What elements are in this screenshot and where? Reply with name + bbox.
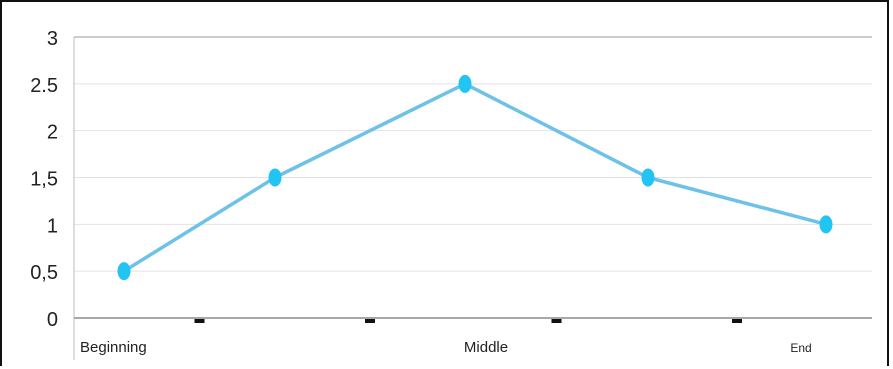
axes bbox=[73, 37, 872, 360]
y-tick-label-5: 2.5 bbox=[30, 75, 58, 97]
x-tick-label-2: End bbox=[790, 341, 811, 355]
x-tick-mark-3 bbox=[732, 319, 742, 323]
data-point-0 bbox=[117, 262, 131, 281]
y-tick-label-2: 1 bbox=[47, 215, 58, 237]
data-point-2 bbox=[458, 74, 472, 93]
x-tick-mark-1 bbox=[365, 319, 375, 323]
x-tick-label-1: Middle bbox=[464, 339, 508, 356]
y-tick-label-4: 2 bbox=[47, 122, 58, 144]
x-tick-label-0: Beginning bbox=[80, 339, 147, 356]
y-tick-label-6: 3 bbox=[47, 28, 58, 50]
y-tick-label-1: 0,5 bbox=[30, 262, 58, 284]
data-point-3 bbox=[641, 168, 655, 187]
data-point-4 bbox=[819, 215, 833, 234]
y-tick-labels: 0 0,5 1 1,5 2 2.5 3 bbox=[30, 28, 58, 331]
x-tick-mark-0 bbox=[194, 319, 205, 323]
data-point-1 bbox=[268, 168, 282, 187]
x-tick-labels: Beginning Middle End bbox=[80, 339, 812, 356]
y-tick-label-3: 1,5 bbox=[30, 169, 58, 191]
series-group bbox=[117, 74, 833, 281]
y-tick-label-0: 0 bbox=[47, 309, 58, 331]
gridlines bbox=[74, 36, 872, 272]
x-tick-mark-2 bbox=[551, 319, 562, 323]
